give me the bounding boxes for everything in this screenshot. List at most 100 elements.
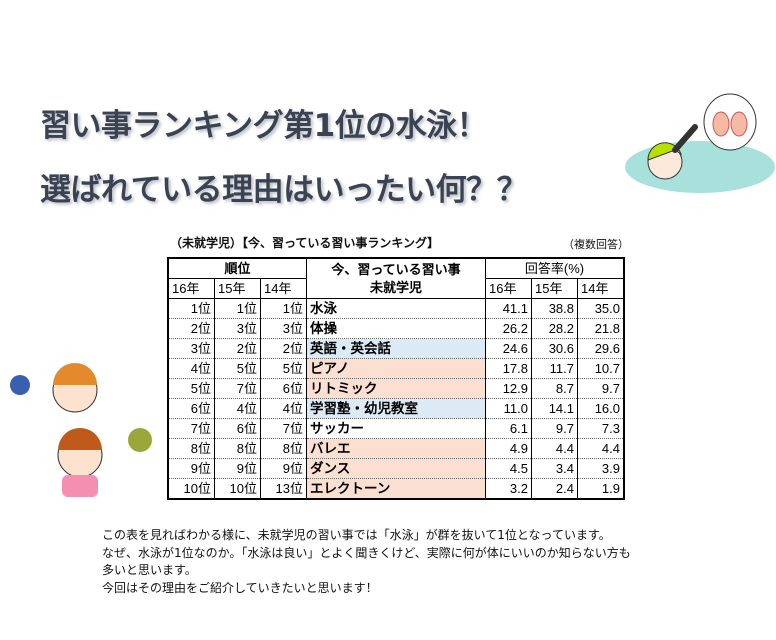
- table-row: 8位 8位 8位 バレエ 4.9 4.4 4.4: [167, 438, 625, 459]
- lungs-icon: [712, 111, 730, 137]
- activity-cell: サッカー: [306, 418, 486, 439]
- rank-cell: 1位: [214, 298, 261, 319]
- rank-cell: 8位: [260, 438, 307, 459]
- rank-cell: 6位: [260, 378, 307, 399]
- rate-cell: 12.9: [485, 378, 532, 399]
- rate-cell: 9.7: [531, 418, 578, 439]
- header-year: 15年: [531, 278, 578, 299]
- rate-cell: 14.1: [531, 398, 578, 419]
- rank-cell: 6位: [214, 418, 261, 439]
- rate-cell: 3.9: [577, 458, 625, 479]
- rate-cell: 24.6: [485, 338, 532, 359]
- swimmer-illustration: [625, 93, 775, 193]
- rate-cell: 29.6: [577, 338, 625, 359]
- ranking-table: 順位 今、習っている習い事 未就学児 回答率(%) 16年 15年 14年 16年…: [167, 257, 625, 500]
- lungs-icon-right: [730, 111, 748, 137]
- header-year: 15年: [214, 278, 261, 299]
- rank-cell: 9位: [214, 458, 261, 479]
- header-year: 16年: [167, 278, 215, 299]
- table-row: 2位 3位 3位 体操 26.2 28.2 21.8: [167, 318, 625, 339]
- activity-cell: 体操: [306, 318, 486, 339]
- header-rate: 回答率(%): [485, 257, 625, 279]
- rank-cell: 4位: [214, 398, 261, 419]
- rate-cell: 3.4: [531, 458, 578, 479]
- germ-icon: [128, 428, 152, 452]
- speech-bubble: [703, 93, 757, 151]
- rank-cell: 6位: [167, 398, 215, 419]
- title-line-2: 選ばれている理由はいったい何？？: [40, 172, 528, 208]
- rank-cell: 1位: [260, 298, 307, 319]
- rank-cell: 3位: [214, 318, 261, 339]
- rate-cell: 28.2: [531, 318, 578, 339]
- rate-cell: 2.4: [531, 478, 578, 500]
- rate-cell: 16.0: [577, 398, 625, 419]
- rate-cell: 11.7: [531, 358, 578, 379]
- rate-cell: 26.2: [485, 318, 532, 339]
- title-line-1: 習い事ランキング第1位の水泳！: [40, 108, 488, 144]
- rank-cell: 8位: [214, 438, 261, 459]
- rate-cell: 38.8: [531, 298, 578, 319]
- rate-cell: 4.9: [485, 438, 532, 459]
- rank-cell: 4位: [167, 358, 215, 379]
- rate-cell: 4.5: [485, 458, 532, 479]
- rank-cell: 10位: [214, 478, 261, 500]
- rank-cell: 2位: [260, 338, 307, 359]
- table-row: 1位 1位 1位 水泳 41.1 38.8 35.0: [167, 298, 625, 319]
- header-rank: 順位: [167, 257, 307, 279]
- rank-cell: 5位: [214, 358, 261, 379]
- body-line: この表を見ればわかる様に、未就学児の習い事では「水泳」が群を抜いて1位となってい…: [102, 528, 611, 542]
- body-line: 今回はその理由をご紹介していきたいと思います！: [102, 580, 378, 595]
- rank-cell: 2位: [167, 318, 215, 339]
- rank-cell: 5位: [260, 358, 307, 379]
- activity-cell: バレエ: [306, 438, 486, 459]
- table-row: 6位 4位 4位 学習塾・幼児教室 11.0 14.1 16.0: [167, 398, 625, 419]
- germ-icon: [10, 375, 30, 395]
- rate-cell: 6.1: [485, 418, 532, 439]
- rank-cell: 9位: [260, 458, 307, 479]
- table-row: 3位 2位 2位 英語・英会話 24.6 30.6 29.6: [167, 338, 625, 359]
- children-illustration: [10, 363, 152, 497]
- rank-cell: 1位: [167, 298, 215, 319]
- water-shape: [625, 141, 775, 193]
- rank-cell: 5位: [167, 378, 215, 399]
- table-note: （複数回答）: [563, 238, 629, 251]
- body-text: この表を見ればわかる様に、未就学児の習い事では「水泳」が群を抜いて1位となってい…: [102, 527, 631, 597]
- rate-cell: 1.9: [577, 478, 625, 500]
- rate-cell: 21.8: [577, 318, 625, 339]
- rank-cell: 9位: [167, 458, 215, 479]
- header-activity-title: 今、習っている習い事: [331, 261, 461, 277]
- rate-cell: 35.0: [577, 298, 625, 319]
- header-year: 14年: [260, 278, 307, 299]
- header-year: 14年: [577, 278, 625, 299]
- rank-cell: 7位: [214, 378, 261, 399]
- rank-cell: 3位: [260, 318, 307, 339]
- girl-hair: [58, 428, 102, 450]
- rate-cell: 30.6: [531, 338, 578, 359]
- girl-shirt: [62, 475, 98, 497]
- body-line: 多いと思います。: [102, 563, 197, 577]
- rank-cell: 10位: [167, 478, 215, 500]
- rate-cell: 9.7: [577, 378, 625, 399]
- rate-cell: 3.2: [485, 478, 532, 500]
- rate-cell: 41.1: [485, 298, 532, 319]
- swim-cap: [647, 142, 682, 161]
- rank-cell: 2位: [214, 338, 261, 359]
- swimmer-arm: [672, 124, 698, 153]
- activity-cell: リトミック: [306, 378, 486, 399]
- rate-cell: 8.7: [531, 378, 578, 399]
- rate-cell: 17.8: [485, 358, 532, 379]
- rate-cell: 4.4: [531, 438, 578, 459]
- activity-cell: ダンス: [306, 458, 486, 479]
- rank-cell: 4位: [260, 398, 307, 419]
- boy-hair: [53, 363, 97, 385]
- activity-cell: 水泳: [306, 298, 486, 319]
- rank-cell: 13位: [260, 478, 307, 500]
- body-line: なぜ、水泳が1位なのか。「水泳は良い」とよく聞きくけど、実際に何が体にいいのか知…: [102, 545, 631, 560]
- rate-cell: 11.0: [485, 398, 532, 419]
- rank-cell: 7位: [260, 418, 307, 439]
- table-row: 9位 9位 9位 ダンス 4.5 3.4 3.9: [167, 458, 625, 479]
- activity-cell: ピアノ: [306, 358, 486, 379]
- rank-cell: 8位: [167, 438, 215, 459]
- header-activity: 今、習っている習い事 未就学児: [306, 257, 486, 299]
